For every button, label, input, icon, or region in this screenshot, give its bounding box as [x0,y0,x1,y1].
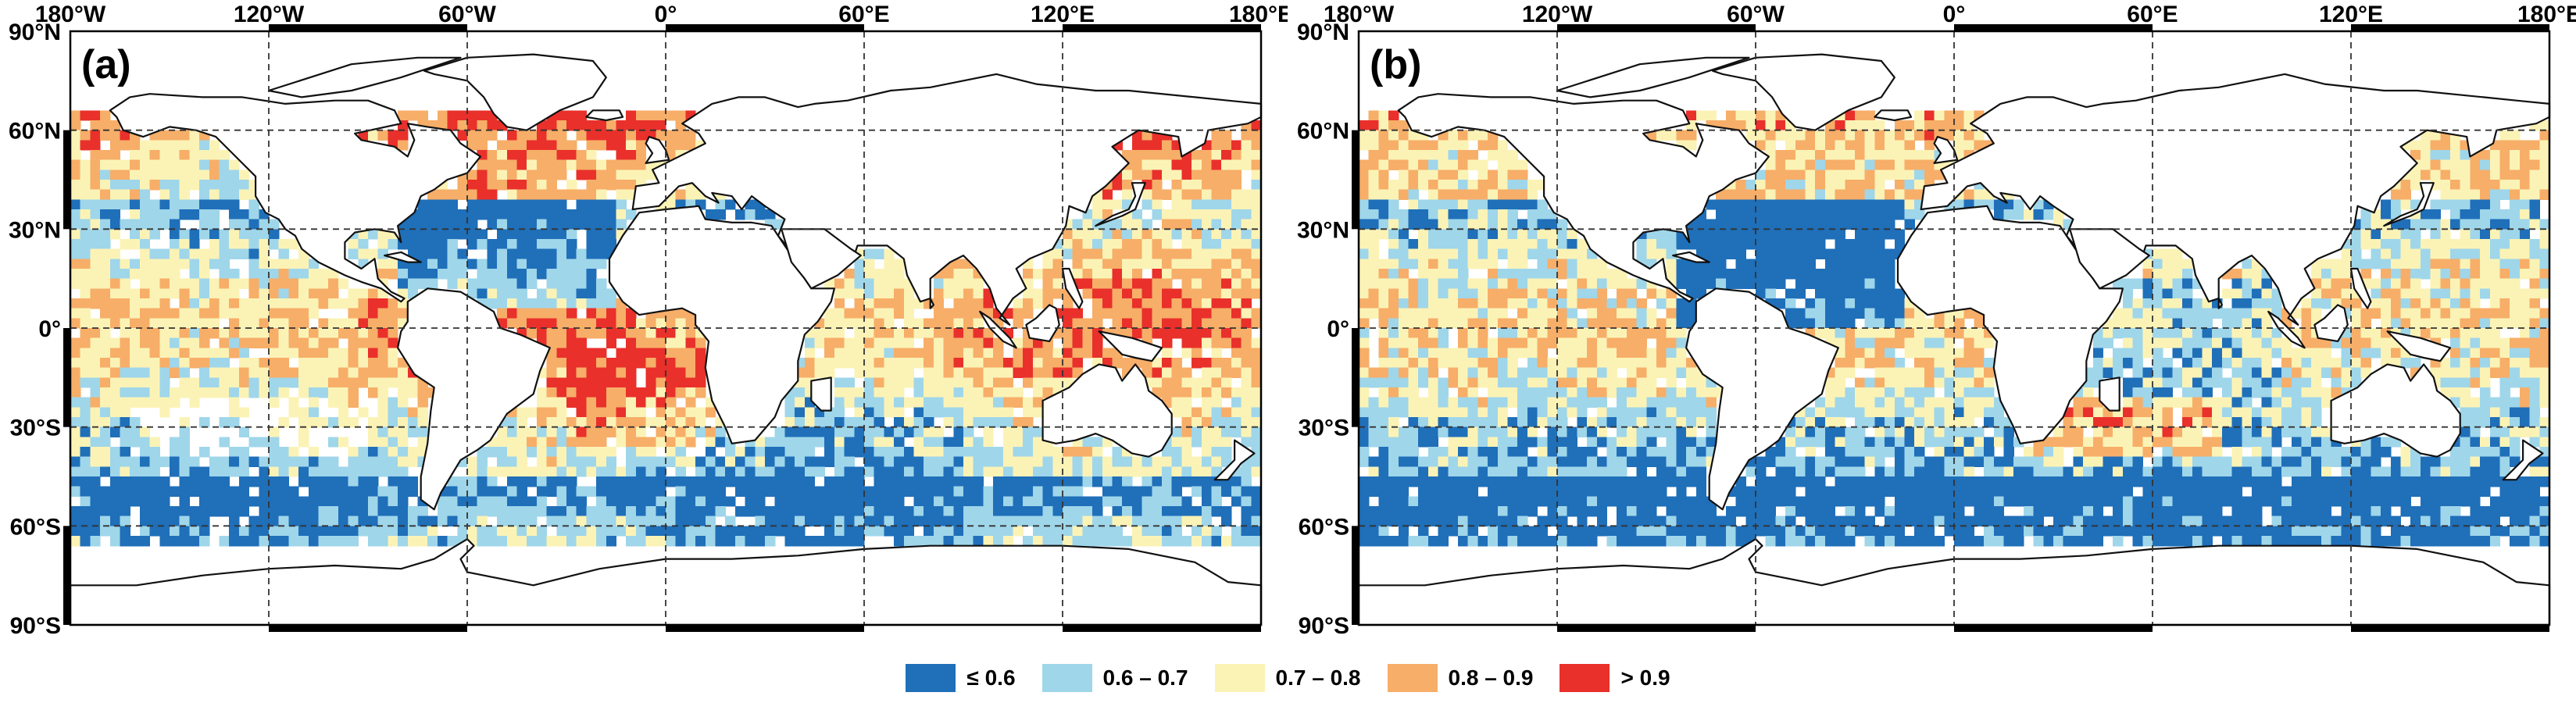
landmass [2099,376,2120,412]
longitude-tick-label: 180°W [35,2,106,27]
landmass [384,251,422,263]
legend-item-very-high: > 0.9 [1560,664,1670,692]
longitude-tick-label: 0° [655,2,677,27]
legend-label: > 0.9 [1620,666,1670,690]
latitude-tick-label: 30°S [10,416,61,441]
legend-swatch [1214,664,1265,692]
latitude-tick-label: 0° [38,316,61,342]
longitude-tick-label: 60°E [838,2,889,27]
latitude-tick-label: 60°N [1297,119,1349,145]
landmass [645,136,670,164]
latitude-tick-label: 30°S [1299,416,1349,441]
graticule [1359,31,2549,625]
ocean-data-cells [1359,110,2550,547]
latitude-tick-label: 60°S [1299,514,1349,540]
landmass [781,228,862,290]
legend-label: 0.8 – 0.9 [1448,666,1534,690]
longitude-tick-label: 180°E [1229,2,1288,27]
latitude-tick-label: 0° [1327,316,1349,342]
longitude-tick-label: 120°E [2319,2,2383,27]
landmass [1041,363,1173,458]
landmass [1098,330,1163,362]
world-map: 180°W 120°W 60°W 0° 60°E 120°E 180°E 90°N 60°N 30… [9,2,1293,639]
longitude-tick-label: 120°W [234,2,305,27]
landmass [585,109,624,122]
landmass [2330,363,2461,458]
panel-label: (b) [1370,42,1421,87]
panel-label: (a) [81,42,131,87]
latitude-tick-label: 90°N [1297,20,1349,45]
legend-label: 0.7 – 0.8 [1275,666,1361,690]
legend-item-low: 0.6 – 0.7 [1041,664,1188,692]
landmass [2386,330,2452,362]
landmass [929,297,934,309]
landmass [1874,109,1913,122]
landmass [2217,297,2223,309]
longitude-tick-label: 0° [1943,2,1966,27]
ocean-data-cells [70,110,1262,547]
landmass [1685,287,1839,511]
landmass [1025,304,1060,342]
landmass [1397,93,1770,303]
longitude-tick-label: 120°E [1031,2,1095,27]
longitude-tick-label: 120°W [1522,2,1593,27]
legend-item-very-low: ≤ 0.6 [906,664,1016,692]
landmass [1672,251,1710,263]
landmass [2069,228,2150,290]
landmass [810,376,832,412]
landmass [397,287,551,511]
landmass [1711,53,1895,131]
latitude-tick-label: 90°N [9,20,61,45]
longitude-tick-label: 60°W [1727,2,1785,27]
legend-swatch [1041,664,1092,692]
landmass [631,73,1263,326]
graticule [70,31,1261,625]
landmass [267,56,462,98]
legend-swatch [906,664,956,692]
landmass [1920,73,2551,326]
landmass [1061,267,1084,309]
longitude-tick-label: 180°E [2517,2,2576,27]
landmass [2502,439,2544,481]
legend-item-mid: 0.7 – 0.8 [1214,664,1361,692]
color-legend: ≤ 0.6 0.6 – 0.7 0.7 – 0.8 0.8 – 0.9 > 0.… [0,655,2576,701]
longitude-tick-label: 60°E [2127,2,2178,27]
map-border-stripes [1352,24,2549,632]
latitude-tick-label: 90°S [10,613,61,639]
landmass [1095,182,1146,227]
legend-swatch [1560,664,1610,692]
longitude-tick-label: 180°W [1324,2,1395,27]
legend-label: 0.6 – 0.7 [1102,666,1188,690]
latitude-tick-label: 30°N [1297,217,1349,243]
latitude-tick-label: 90°S [1299,613,1349,639]
map-panel-a: 180°W 120°W 60°W 0° 60°E 120°E 180°E 90°N 60°N 30… [0,0,1293,656]
latitude-tick-label: 30°N [9,217,61,243]
landmass [423,53,607,131]
longitude-tick-label: 60°W [438,2,496,27]
map-panel-b: 180°W 120°W 60°W 0° 60°E 120°E 180°E 90°N 60°N 30… [1288,0,2576,656]
latitude-tick-label: 60°N [9,119,61,145]
landmass [109,93,481,303]
landmass [1213,439,1256,481]
latitude-tick-label: 60°S [10,514,61,540]
landmass [2383,182,2435,227]
landmass [2313,304,2349,342]
legend-item-high: 0.8 – 0.9 [1387,664,1534,692]
landmass [1933,136,1959,164]
legend-swatch [1387,664,1438,692]
landmass [2349,267,2372,309]
world-map: 180°W 120°W 60°W 0° 60°E 120°E 180°E 90°N 60°N 30… [1297,2,2576,639]
map-border-stripes [63,24,1261,632]
landmass [1556,56,1750,98]
legend-label: ≤ 0.6 [966,666,1016,690]
